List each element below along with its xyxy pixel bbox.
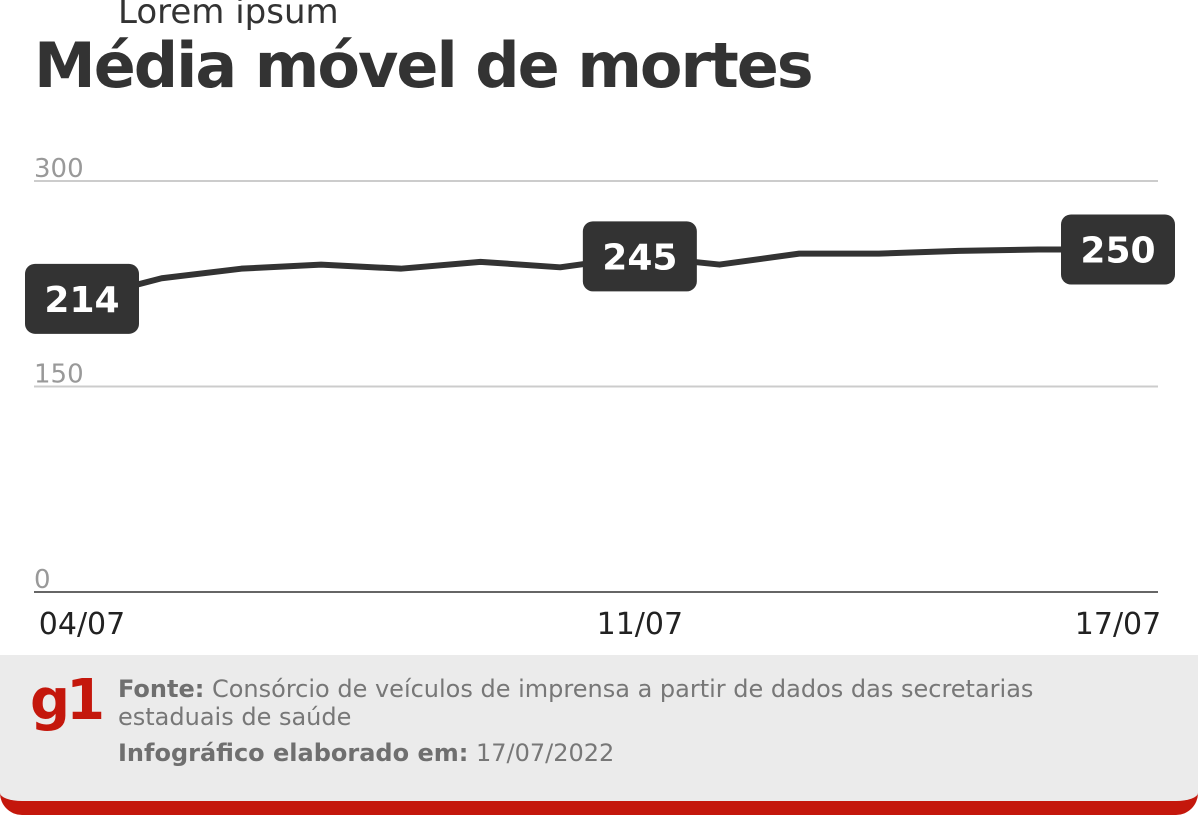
data-label-box bbox=[25, 263, 139, 334]
y-axis-ticks: 0 150 300 bbox=[34, 154, 84, 595]
made-date: 17/07/2022 bbox=[475, 739, 615, 767]
chart-title: Média móvel de mortes bbox=[34, 29, 814, 102]
source-note: Fonte: Consórcio de veículos de imprensa… bbox=[118, 675, 1138, 731]
data-label: 245 bbox=[602, 237, 677, 278]
made-note: Infográfico elaborado em: 17/07/2022 bbox=[118, 739, 614, 767]
y-tick-label: 300 bbox=[34, 154, 84, 184]
data-label-box bbox=[582, 221, 697, 292]
data-label-layer: 214 245 250 bbox=[25, 214, 1175, 334]
data-label: 214 bbox=[44, 280, 119, 321]
y-tick-label: 150 bbox=[34, 360, 84, 390]
line-chart: 0 150 300 214 245 250 04/07 11/07 17/07 bbox=[25, 154, 1175, 642]
footer: g1 Fonte: Consórcio de veículos de impre… bbox=[0, 655, 1198, 815]
data-label-box bbox=[1061, 214, 1175, 285]
g1-logo: g1 bbox=[30, 668, 105, 733]
x-tick-label: 17/07 bbox=[1075, 607, 1161, 642]
data-label: 250 bbox=[1080, 231, 1155, 272]
source-text: Consórcio de veículos de imprensa a part… bbox=[118, 675, 1034, 731]
made-label: Infográfico elaborado em: bbox=[118, 739, 469, 767]
source-label: Fonte: bbox=[118, 675, 205, 703]
chart-subtitle: Lorem ipsum bbox=[118, 0, 339, 32]
x-tick-label: 04/07 bbox=[39, 607, 125, 642]
x-tick-label: 11/07 bbox=[597, 607, 683, 642]
y-tick-label: 0 bbox=[34, 565, 51, 595]
x-axis-ticks: 04/07 11/07 17/07 bbox=[39, 607, 1161, 642]
grid-layer bbox=[34, 180, 1158, 593]
